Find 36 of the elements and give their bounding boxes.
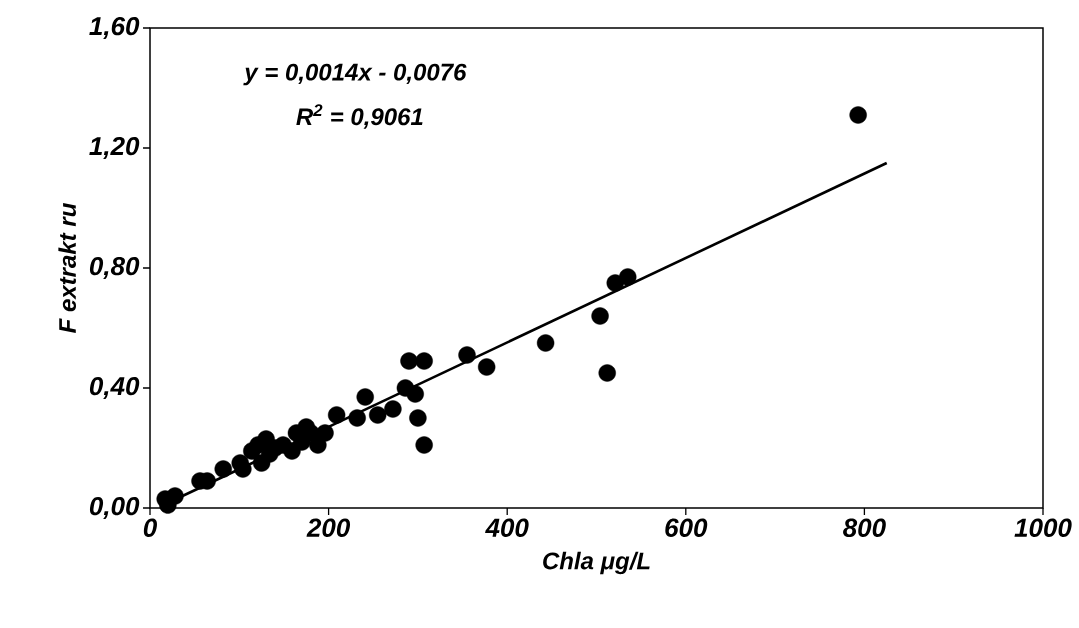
point [369, 406, 387, 424]
point [409, 409, 427, 427]
x-tick-label: 200 [306, 518, 351, 537]
x-tick-label: 1000 [1014, 518, 1072, 537]
point [536, 334, 555, 352]
point [348, 409, 366, 427]
x-tick-label: 800 [843, 518, 886, 537]
y-tick-label: 0,00 [89, 496, 140, 520]
y-tick-label: 0,40 [89, 376, 140, 400]
point [458, 346, 476, 364]
point [849, 106, 867, 124]
point [166, 487, 184, 505]
x-tick-label: 400 [485, 518, 529, 537]
y-tick-label: 1,20 [89, 136, 140, 160]
point [214, 460, 232, 478]
annotation: R$^{2}$ = 0,9061 [296, 104, 423, 129]
point [477, 358, 496, 376]
point [598, 364, 616, 382]
point [327, 406, 346, 424]
y-tick-label: 1,60 [89, 16, 140, 40]
point [406, 385, 424, 403]
point [234, 460, 252, 478]
point [384, 400, 402, 418]
point [415, 436, 433, 454]
point [619, 268, 637, 286]
point [415, 352, 433, 370]
point [591, 307, 609, 325]
annotation: y = 0,0014x - 0,0076 [243, 63, 467, 86]
x-tick-label: 600 [665, 518, 708, 537]
point [356, 388, 374, 406]
point [316, 424, 334, 442]
y-tick-label: 0,80 [89, 256, 140, 280]
y-axis-title: F extrakt ru [58, 203, 76, 333]
x-tick-label: 0 [143, 518, 157, 537]
point [400, 352, 418, 370]
x-axis-title: Chla μg/L [543, 551, 650, 575]
